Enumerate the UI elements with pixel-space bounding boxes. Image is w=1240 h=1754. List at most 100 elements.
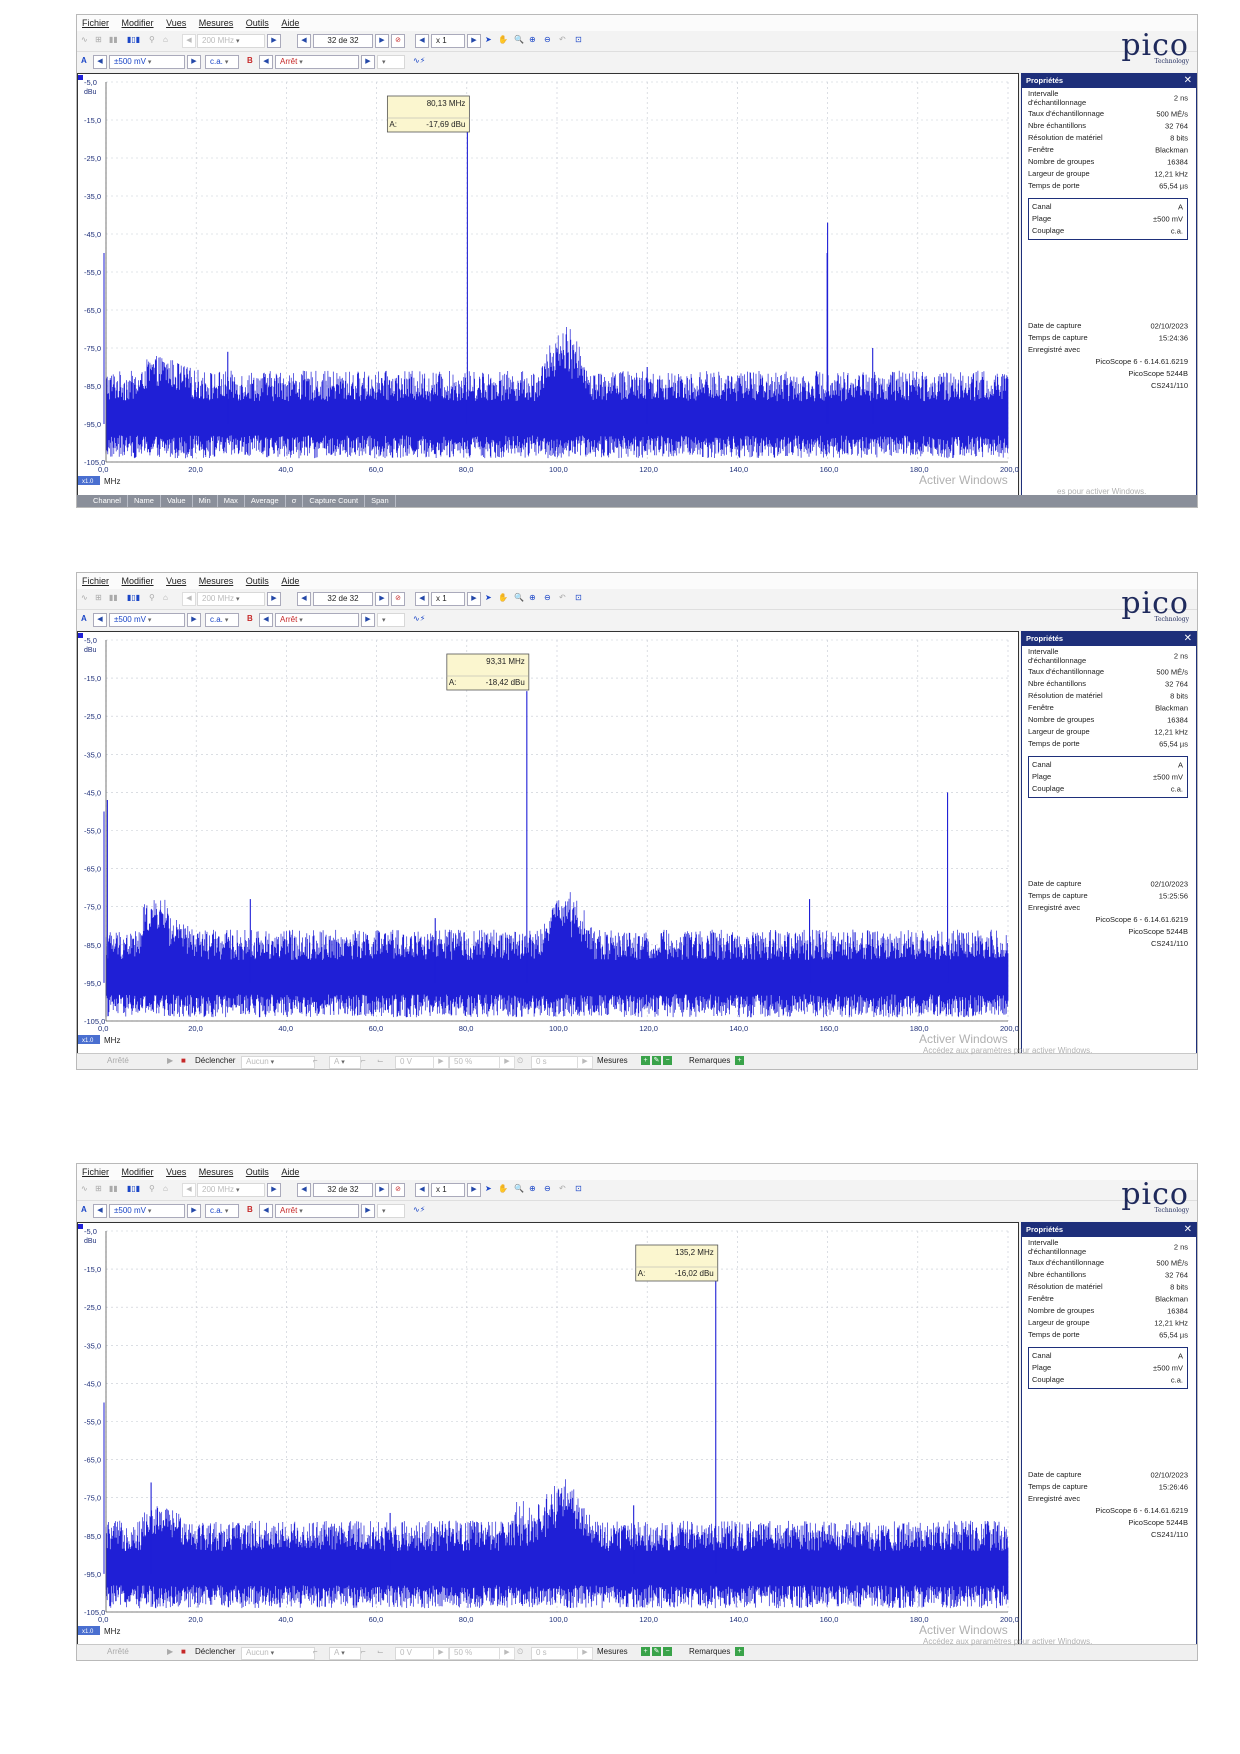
zoom-factor[interactable]: x 1 xyxy=(431,34,465,48)
menu-aide[interactable]: Aide xyxy=(281,576,300,586)
channel-b-prev-button[interactable]: ◀ xyxy=(259,55,273,69)
undo-zoom-icon[interactable]: ↶ xyxy=(559,35,566,44)
trigger-edge-icon[interactable]: ⌐ xyxy=(313,1056,318,1065)
capture-prev-button[interactable]: ◀ xyxy=(297,1183,311,1197)
edit-measurement-icon[interactable]: ✎ xyxy=(652,1056,661,1066)
channel-a-label[interactable]: A xyxy=(81,614,87,623)
range-next-button[interactable]: ▶ xyxy=(187,1204,201,1218)
zoom-next-button[interactable]: ▶ xyxy=(467,1183,481,1197)
persistence-mode-icon[interactable]: ⊞ xyxy=(95,35,102,44)
timebase-prev-button[interactable]: ◀ xyxy=(182,1183,196,1197)
zoom-prev-button[interactable]: ◀ xyxy=(415,592,429,606)
menu-mesures[interactable]: Mesures xyxy=(198,576,234,586)
measurements-column-header[interactable]: σ xyxy=(286,495,304,507)
range-next-button[interactable]: ▶ xyxy=(187,613,201,627)
menu-mesures[interactable]: Mesures xyxy=(198,18,234,28)
timebase-next-button[interactable]: ▶ xyxy=(267,1183,281,1197)
bars-icon[interactable]: ▮▮ xyxy=(109,1184,118,1193)
zoom-prev-button[interactable]: ◀ xyxy=(415,34,429,48)
zoom-next-button[interactable]: ▶ xyxy=(467,592,481,606)
channel-b-state-select[interactable]: Arrêt xyxy=(275,613,359,627)
hand-tool-icon[interactable]: ✋ xyxy=(498,1184,508,1193)
undo-zoom-icon[interactable]: ↶ xyxy=(559,1184,566,1193)
undo-zoom-icon[interactable]: ↶ xyxy=(559,593,566,602)
ruler-icon[interactable]: ⌂ xyxy=(163,35,168,44)
probe-settings-icon[interactable]: ∿⚡ xyxy=(413,56,426,65)
remarks-add-icon[interactable]: + xyxy=(735,1647,744,1657)
menu-aide[interactable]: Aide xyxy=(281,18,300,28)
range-next-button[interactable]: ▶ xyxy=(187,55,201,69)
zoom-in-icon[interactable]: ⊕ xyxy=(529,593,536,602)
close-icon[interactable]: ✕ xyxy=(1183,75,1192,86)
coupling-select[interactable]: c.a. xyxy=(205,613,239,627)
channel-a-range-select[interactable]: ±500 mV xyxy=(109,613,185,627)
zoom-area-icon[interactable]: 🔍 xyxy=(514,593,524,602)
delete-measurement-icon[interactable]: − xyxy=(663,1056,672,1066)
rising-edge-icon[interactable]: ⌐ xyxy=(361,1056,366,1065)
menu-modifier[interactable]: Modifier xyxy=(121,576,154,586)
menu-fichier[interactable]: Fichier xyxy=(82,576,110,586)
buffer-navigator-icon[interactable]: ⊘ xyxy=(391,1183,405,1197)
zoom-in-icon[interactable]: ⊕ xyxy=(529,35,536,44)
capture-counter[interactable]: 32 de 32 xyxy=(313,1183,373,1197)
measurements-column-header[interactable]: Span xyxy=(365,495,396,507)
menu-fichier[interactable]: Fichier xyxy=(82,18,110,28)
menu-vues[interactable]: Vues xyxy=(166,576,187,586)
close-icon[interactable]: ✕ xyxy=(1183,633,1192,644)
capture-counter[interactable]: 32 de 32 xyxy=(313,592,373,606)
channel-b-next-button[interactable]: ▶ xyxy=(361,613,375,627)
zoom-out-icon[interactable]: ⊖ xyxy=(544,593,551,602)
add-measurement-icon[interactable]: + xyxy=(641,1647,650,1657)
channel-b-coupling-select[interactable] xyxy=(377,613,405,627)
measurements-column-header[interactable]: Max xyxy=(218,495,245,507)
buffer-navigator-icon[interactable]: ⊘ xyxy=(391,34,405,48)
trigger-mode-select[interactable]: Aucun xyxy=(241,1056,315,1069)
menu-mesures[interactable]: Mesures xyxy=(198,1167,234,1177)
channel-b-label[interactable]: B xyxy=(247,614,253,623)
close-icon[interactable]: ✕ xyxy=(1183,1224,1192,1235)
pretrigger-next-button[interactable]: ▶ xyxy=(499,1647,515,1660)
capture-prev-button[interactable]: ◀ xyxy=(297,34,311,48)
pointer-tool-icon[interactable]: ➤ xyxy=(485,35,492,44)
ruler-icon[interactable]: ⌂ xyxy=(163,1184,168,1193)
trigger-channel-select[interactable]: A xyxy=(329,1647,361,1660)
timebase-prev-button[interactable]: ◀ xyxy=(182,592,196,606)
capture-counter[interactable]: 32 de 32 xyxy=(313,34,373,48)
start-button[interactable]: ▶ xyxy=(167,1647,174,1656)
spectrum-plot[interactable]: -5,0 -15,0 -25,0 -35,0 -45,0 -55,0 -65,0 -75,0 -… xyxy=(77,631,1019,1056)
zoom-factor[interactable]: x 1 xyxy=(431,1183,465,1197)
menu-outils[interactable]: Outils xyxy=(245,576,269,586)
measurements-column-header[interactable]: Capture Count xyxy=(303,495,366,507)
scope-mode-icon[interactable]: ∿ xyxy=(81,35,88,44)
range-prev-button[interactable]: ◀ xyxy=(93,1204,107,1218)
channel-a-label[interactable]: A xyxy=(81,56,87,65)
trigger-edge-icon[interactable]: ⌐ xyxy=(313,1647,318,1656)
threshold-next-button[interactable]: ▶ xyxy=(433,1647,449,1660)
probe-icon[interactable]: ⚲ xyxy=(149,1184,155,1193)
channel-b-label[interactable]: B xyxy=(247,1205,253,1214)
zoom-fit-icon[interactable]: ⊡ xyxy=(575,593,582,602)
delay-next-button[interactable]: ▶ xyxy=(577,1056,593,1069)
ruler-icon[interactable]: ⌂ xyxy=(163,593,168,602)
bars-icon[interactable]: ▮▮ xyxy=(109,593,118,602)
pointer-tool-icon[interactable]: ➤ xyxy=(485,593,492,602)
channel-b-prev-button[interactable]: ◀ xyxy=(259,1204,273,1218)
menu-modifier[interactable]: Modifier xyxy=(121,1167,154,1177)
zoom-in-icon[interactable]: ⊕ xyxy=(529,1184,536,1193)
falling-edge-icon[interactable]: ⌙ xyxy=(377,1647,384,1656)
delay-next-button[interactable]: ▶ xyxy=(577,1647,593,1660)
spectrum-mode-icon[interactable]: ▮▯▮ xyxy=(127,35,141,44)
hand-tool-icon[interactable]: ✋ xyxy=(498,593,508,602)
channel-b-next-button[interactable]: ▶ xyxy=(361,1204,375,1218)
menu-aide[interactable]: Aide xyxy=(281,1167,300,1177)
bars-icon[interactable]: ▮▮ xyxy=(109,35,118,44)
trigger-mode-select[interactable]: Aucun xyxy=(241,1647,315,1660)
zoom-prev-button[interactable]: ◀ xyxy=(415,1183,429,1197)
measurements-column-header[interactable]: Average xyxy=(245,495,286,507)
coupling-select[interactable]: c.a. xyxy=(205,55,239,69)
channel-b-label[interactable]: B xyxy=(247,56,253,65)
spectrum-plot[interactable]: -5,0 -15,0 -25,0 -35,0 -45,0 -55,0 -65,0 -75,0 -… xyxy=(77,73,1019,497)
channel-b-state-select[interactable]: Arrêt xyxy=(275,1204,359,1218)
measurements-column-header[interactable]: Channel xyxy=(77,495,128,507)
capture-next-button[interactable]: ▶ xyxy=(375,592,389,606)
